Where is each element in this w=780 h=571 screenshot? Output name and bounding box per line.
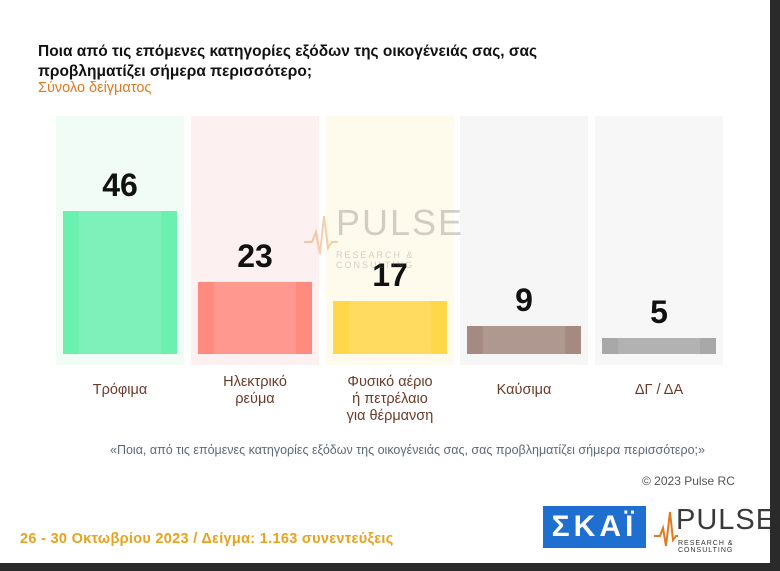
watermark-tagline: RESEARCH & CONSULTING xyxy=(336,250,415,270)
bar xyxy=(198,282,312,354)
data-label: 46 xyxy=(102,167,138,203)
footer-sample-info: 26 - 30 Οκτωβρίου 2023 / Δείγμα: 1.163 σ… xyxy=(20,531,394,547)
bar-highlight xyxy=(349,301,431,354)
question-text: «Ποια, από τις επόμενες κατηγορίες εξόδω… xyxy=(110,443,705,457)
copyright: © 2023 Pulse RC xyxy=(642,474,735,488)
pulse-logo: PULSE RESEARCH & CONSULTING xyxy=(654,504,770,554)
pulse-logo-name: PULSE xyxy=(676,504,770,536)
column-background xyxy=(595,116,723,365)
category-label: ΔΓ / ΔΑ xyxy=(634,382,684,398)
category-label: Ηλεκτρικό ρεύμα xyxy=(223,374,287,407)
bar xyxy=(63,211,177,354)
data-label: 9 xyxy=(515,282,533,318)
bar xyxy=(602,338,716,354)
data-label: 23 xyxy=(237,238,273,274)
column-background xyxy=(460,116,588,365)
pulse-logo-tagline: RESEARCH & CONSULTING xyxy=(678,540,734,554)
skai-logo: ΣΚΑΪ xyxy=(543,506,646,548)
slide: Ποια από τις επόμενες κατηγορίες εξόδων … xyxy=(0,0,770,563)
bar xyxy=(467,326,581,354)
pulse-watermark: PULSE RESEARCH & CONSULTING xyxy=(304,202,484,272)
data-label: 17 xyxy=(372,257,408,293)
chart-subtitle: Σύνολο δείγματος xyxy=(38,80,152,96)
category-label: Φυσικό αέριο ή πετρέλαιο για θέρμανση xyxy=(346,374,434,424)
bar-highlight xyxy=(618,338,700,354)
category-label: Καύσιμα xyxy=(496,382,552,398)
bar xyxy=(333,301,447,354)
pulse-logo-wave-icon xyxy=(654,511,678,547)
pulse-wave-icon xyxy=(304,215,338,255)
data-label: 5 xyxy=(650,294,668,330)
bar-highlight xyxy=(483,326,565,354)
bar-highlight xyxy=(79,211,161,354)
category-label: Τρόφιμα xyxy=(92,382,148,398)
bar-highlight xyxy=(214,282,296,354)
watermark-brand: PULSE xyxy=(336,202,465,243)
chart-title: Ποια από τις επόμενες κατηγορίες εξόδων … xyxy=(38,43,538,80)
